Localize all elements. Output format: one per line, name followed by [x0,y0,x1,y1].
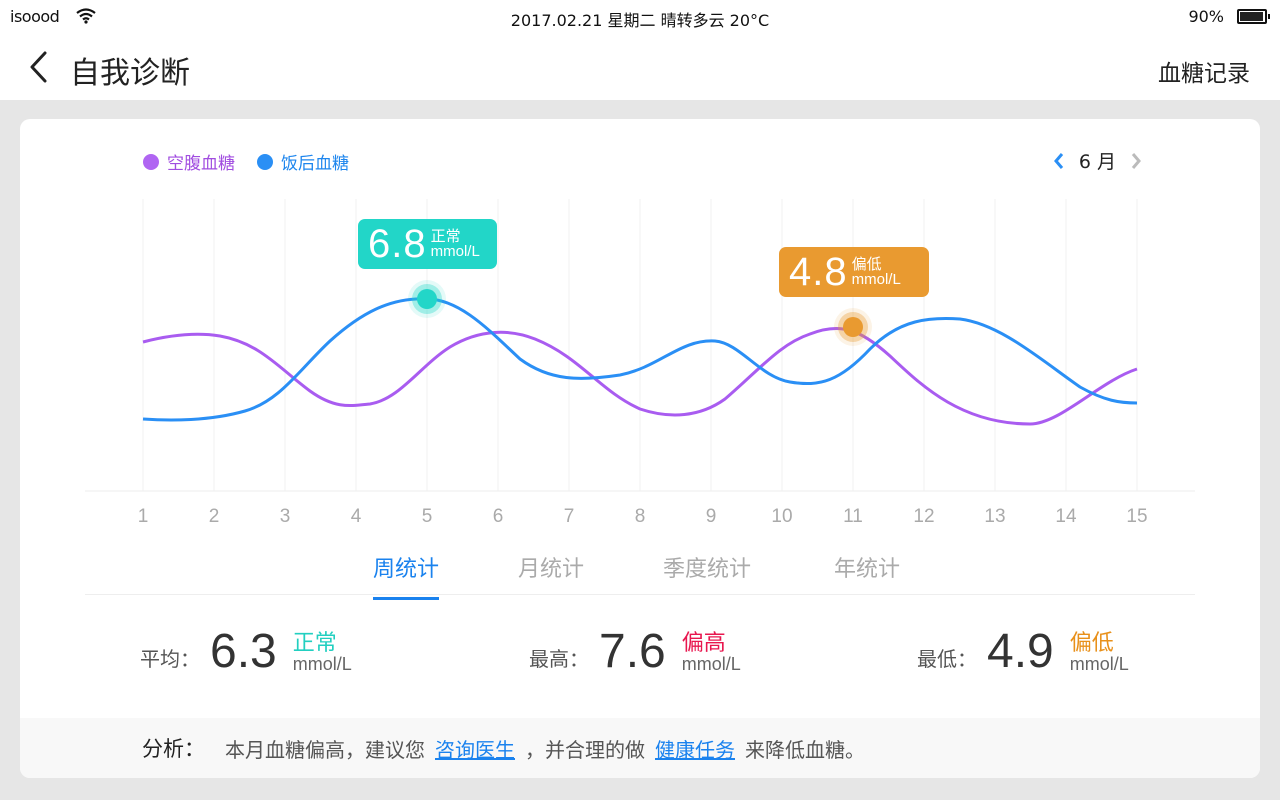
stat-average: 平均： 6.3 正常 mmol/L [140,626,352,678]
stat-unit: mmol/L [292,654,352,674]
nav-bar: 自我诊断 血糖记录 [0,34,1280,100]
tooltip-unit: mmol/L [430,243,480,260]
tooltip-value: 4.8 [789,249,848,294]
svg-text:6: 6 [493,506,504,527]
consult-doctor-link[interactable]: 咨询医生 [435,737,515,762]
svg-text:15: 15 [1126,506,1147,527]
legend-postmeal: 饭后血糖 [257,149,349,174]
tooltip-unit: mmol/L [851,271,901,288]
fasting-series-line [142,326,1138,426]
diagnosis-card: 空腹血糖 饭后血糖 6 月 [20,119,1260,778]
stat-label: 最低： [917,647,977,671]
page-title: 自我诊断 [70,56,190,91]
date-weather: 2017.02.21 星期二 晴转多云 20°C [510,11,770,30]
stat-label: 平均： [140,647,200,671]
analysis-text: 本月血糖偏高，建议您 [225,737,425,762]
svg-text:12: 12 [913,506,934,527]
legend-label: 饭后血糖 [281,154,349,174]
analysis-text: ，并合理的做 [525,737,645,762]
stat-value: 4.9 [987,625,1054,678]
tab-yearly[interactable]: 年统计 [834,557,901,582]
glucose-record-button[interactable]: 血糖记录 [1158,61,1250,87]
fasting-dot-icon [143,153,159,170]
stat-value: 7.6 [599,625,666,678]
svg-text:8: 8 [635,506,646,527]
stat-status: 正常 [292,631,337,656]
svg-text:13: 13 [984,506,1005,527]
legend-fasting: 空腹血糖 [143,149,235,174]
tooltip-fasting: 4.8 偏低 mmol/L [779,247,929,297]
carrier-name: isoood [10,7,60,26]
svg-text:2: 2 [209,506,220,527]
stat-label: 最高： [529,647,589,671]
svg-text:1: 1 [138,506,149,527]
stat-lowest: 最低： 4.9 偏低 mmol/L [917,626,1129,678]
tooltip-value: 6.8 [368,221,427,266]
analysis-text: 来降低血糖。 [745,737,865,762]
svg-text:7: 7 [564,506,575,527]
month-selector: 6 月 [1053,147,1142,174]
highlight-point-postmeal [417,289,437,309]
highlight-point-fasting [843,317,863,337]
stat-status: 偏高 [681,631,726,656]
health-task-link[interactable]: 健康任务 [655,737,735,762]
wifi-icon [76,8,96,24]
battery-percent: 90% [1188,7,1224,26]
postmeal-dot-icon [257,153,273,170]
tab-monthly[interactable]: 月统计 [518,557,585,582]
analysis-bar: 分析： 本月血糖偏高，建议您 咨询医生 ，并合理的做 健康任务 来降低血糖。 [20,718,1260,778]
tab-quarterly[interactable]: 季度统计 [663,557,752,582]
stat-status: 偏低 [1069,631,1114,656]
svg-text:4: 4 [351,506,362,527]
grid-lines [142,199,1138,491]
tooltip-postmeal: 6.8 正常 mmol/L [358,219,497,269]
prev-month-icon[interactable] [1053,152,1065,170]
tooltip-status: 正常 [430,227,461,245]
stat-value: 6.3 [210,625,277,678]
svg-text:3: 3 [280,506,291,527]
battery-icon [1237,9,1270,24]
stat-highest: 最高： 7.6 偏高 mmol/L [529,626,741,678]
month-label: 6 月 [1078,151,1116,173]
legend-label: 空腹血糖 [167,154,235,174]
period-tabs: 周统计 月统计 季度统计 年统计 [85,537,1195,600]
tooltip-status: 偏低 [851,255,882,273]
svg-text:9: 9 [706,506,717,527]
svg-text:11: 11 [843,506,863,527]
next-month-icon[interactable] [1130,152,1142,170]
chart-legend: 空腹血糖 饭后血糖 [143,149,349,174]
svg-text:10: 10 [771,506,792,527]
status-bar: isoood 2017.02.21 星期二 晴转多云 20°C 90% [0,0,1280,34]
postmeal-series-line [142,297,1138,422]
svg-text:14: 14 [1055,506,1077,527]
tab-weekly[interactable]: 周统计 [373,551,440,600]
back-chevron-icon[interactable] [26,50,52,84]
svg-text:5: 5 [422,506,433,527]
analysis-heading: 分析： [142,737,205,761]
stat-unit: mmol/L [1069,654,1129,674]
stat-unit: mmol/L [681,654,741,674]
